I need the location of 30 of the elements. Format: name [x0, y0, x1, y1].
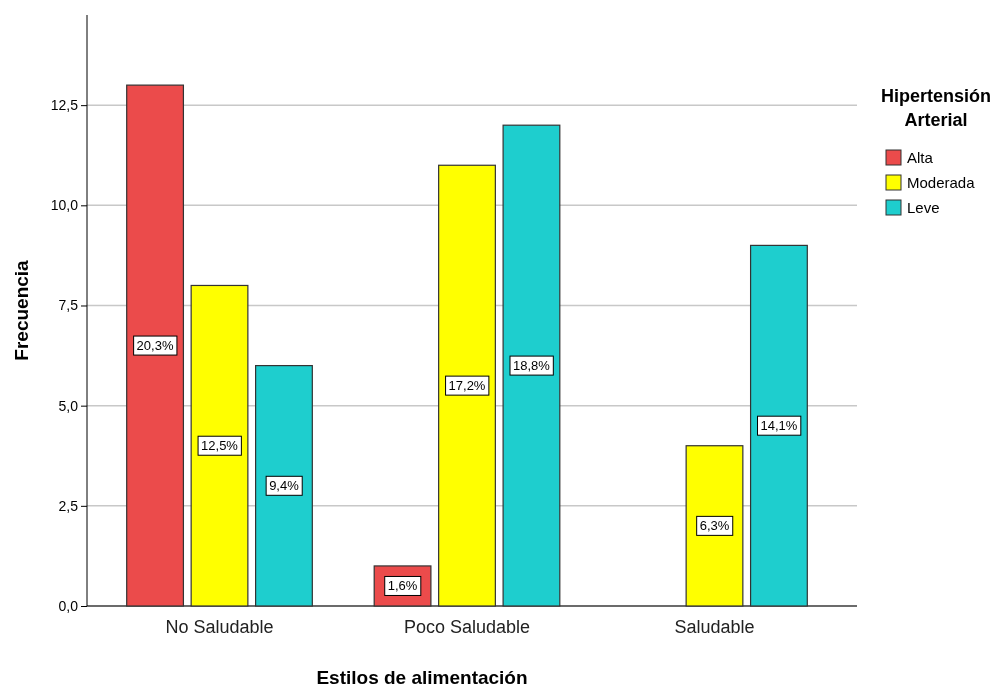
bar	[685, 445, 744, 607]
annotation: 14,1%	[760, 418, 798, 434]
legend-title: Hipertensión Arterial	[880, 86, 992, 130]
y-tick-label: 5,0	[58, 397, 79, 414]
annotation: 6,3%	[699, 518, 730, 534]
annotation: 20,3%	[136, 338, 174, 354]
bar	[749, 244, 808, 607]
bar	[126, 84, 185, 607]
annotation: 12,5%	[201, 438, 239, 454]
annotation: 1,6%	[387, 578, 418, 594]
annotation: 17,2%	[448, 378, 486, 394]
annotation: 9,4%	[269, 478, 300, 494]
bar	[438, 164, 496, 607]
x-tick-label: Saludable	[674, 616, 755, 637]
x-tick-label: Poco Saludable	[403, 616, 531, 637]
x-tick-label: No Saludable	[165, 616, 274, 637]
legend-label: Alta	[907, 149, 934, 166]
y-tick-label: 2,5	[58, 497, 79, 514]
annotation: 18,8%	[513, 358, 551, 374]
bar	[502, 124, 561, 607]
y-tick-label: 12,5	[50, 97, 79, 114]
x-axis-title: Estilos de alimentación	[316, 667, 528, 687]
bar	[190, 284, 249, 607]
y-axis-title: Frecuencia	[11, 259, 32, 361]
y-tick-label: 0,0	[58, 597, 79, 614]
legend-label: Leve	[907, 199, 940, 216]
bar	[255, 364, 313, 607]
y-tick-label: 7,5	[58, 297, 79, 314]
legend-label: Moderada	[907, 174, 976, 191]
y-tick-label: 10,0	[50, 197, 79, 214]
